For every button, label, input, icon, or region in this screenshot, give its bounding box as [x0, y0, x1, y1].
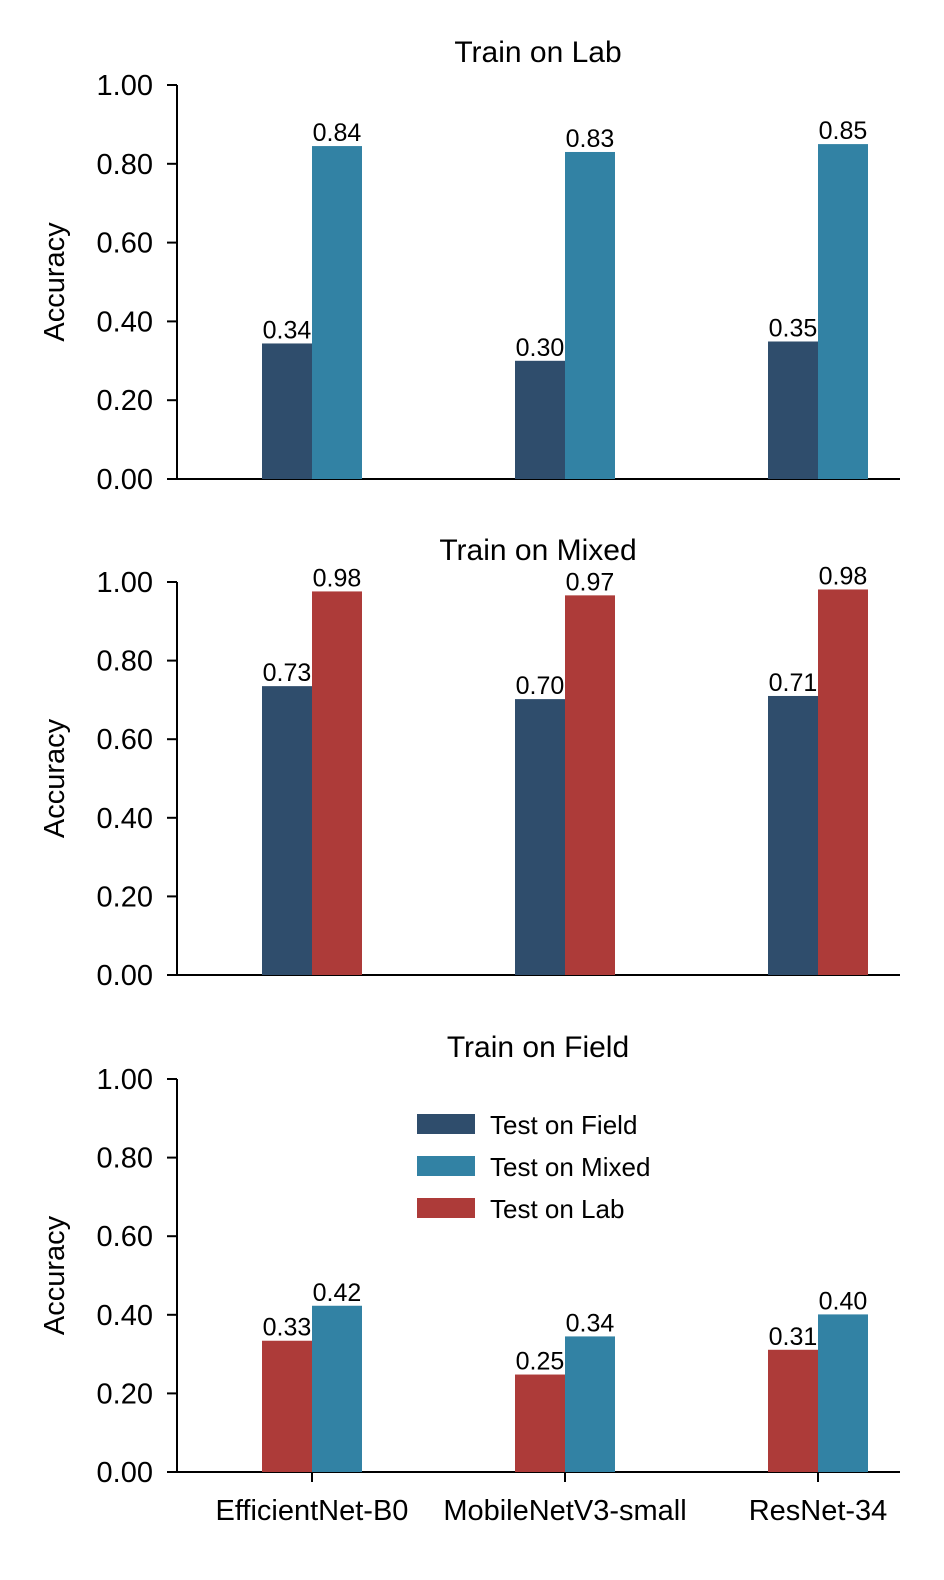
bar-value-label: 0.84: [313, 119, 362, 147]
y-axis-label: Accuracy: [39, 718, 71, 838]
y-tick-label: 0.20: [97, 881, 153, 913]
bar-value-label: 0.31: [769, 1323, 818, 1351]
bar: [515, 1374, 565, 1472]
bar-value-label: 0.71: [769, 669, 818, 697]
bar: [818, 1314, 868, 1472]
legend-entry-label: Test on Mixed: [490, 1152, 650, 1182]
bar: [515, 699, 565, 975]
y-tick-label: 0.20: [97, 385, 153, 417]
bar: [515, 360, 565, 479]
y-tick-label: 0.60: [97, 724, 153, 756]
legend-swatch: [417, 1114, 475, 1134]
y-tick-label: 0.80: [97, 149, 153, 181]
y-tick-label: 0.60: [97, 1221, 153, 1253]
bar: [312, 591, 362, 975]
bar: [565, 595, 615, 975]
bar-value-label: 0.33: [263, 1314, 312, 1342]
y-tick-label: 0.80: [97, 1143, 153, 1175]
panel-title: Train on Mixed: [439, 534, 636, 567]
y-axis-label: Accuracy: [39, 1215, 71, 1335]
bar-value-label: 0.30: [516, 334, 565, 362]
legend-swatch: [417, 1198, 475, 1218]
x-tick-label: ResNet-34: [749, 1495, 888, 1527]
bar-value-label: 0.83: [566, 125, 615, 153]
bar: [768, 695, 818, 975]
y-tick-label: 0.20: [97, 1378, 153, 1410]
bar-value-label: 0.42: [313, 1279, 362, 1307]
y-tick-label: 1.00: [97, 1064, 153, 1096]
bar-value-label: 0.34: [263, 316, 312, 344]
y-tick-label: 0.40: [97, 306, 153, 338]
bar: [768, 1349, 818, 1472]
bar: [818, 589, 868, 975]
bar-value-label: 0.98: [313, 564, 362, 592]
bar: [312, 1305, 362, 1472]
legend-entry-label: Test on Field: [490, 1110, 637, 1140]
bar-value-label: 0.34: [566, 1309, 615, 1337]
bar: [312, 146, 362, 479]
bar-value-label: 0.85: [819, 117, 868, 145]
y-tick-label: 0.80: [97, 646, 153, 678]
bar-value-label: 0.40: [819, 1287, 868, 1315]
bar-value-label: 0.25: [516, 1348, 565, 1376]
bar-value-label: 0.97: [566, 568, 615, 596]
bar-value-label: 0.35: [769, 314, 818, 342]
panel-title: Train on Field: [447, 1031, 629, 1064]
bar-value-label: 0.73: [263, 659, 312, 687]
legend-entry-label: Test on Lab: [490, 1194, 624, 1224]
y-tick-label: 0.00: [97, 1457, 153, 1489]
bar: [768, 341, 818, 479]
y-tick-label: 1.00: [97, 70, 153, 102]
y-tick-label: 1.00: [97, 567, 153, 599]
y-tick-label: 0.00: [97, 960, 153, 992]
y-tick-label: 0.40: [97, 1300, 153, 1332]
y-tick-label: 0.40: [97, 803, 153, 835]
y-axis-label: Accuracy: [39, 222, 71, 342]
y-tick-label: 0.60: [97, 228, 153, 260]
bar-value-label: 0.70: [516, 672, 565, 700]
x-tick-label: MobileNetV3-small: [443, 1495, 686, 1527]
bar: [262, 686, 312, 975]
bar: [565, 151, 615, 480]
bar: [262, 343, 312, 479]
y-tick-label: 0.00: [97, 464, 153, 496]
panel-title: Train on Lab: [454, 36, 621, 69]
legend-swatch: [417, 1156, 475, 1176]
bar: [565, 1336, 615, 1472]
x-tick-label: EfficientNet-B0: [216, 1495, 409, 1527]
bar: [818, 144, 868, 479]
bar: [262, 1340, 312, 1472]
bar-value-label: 0.98: [819, 562, 868, 590]
